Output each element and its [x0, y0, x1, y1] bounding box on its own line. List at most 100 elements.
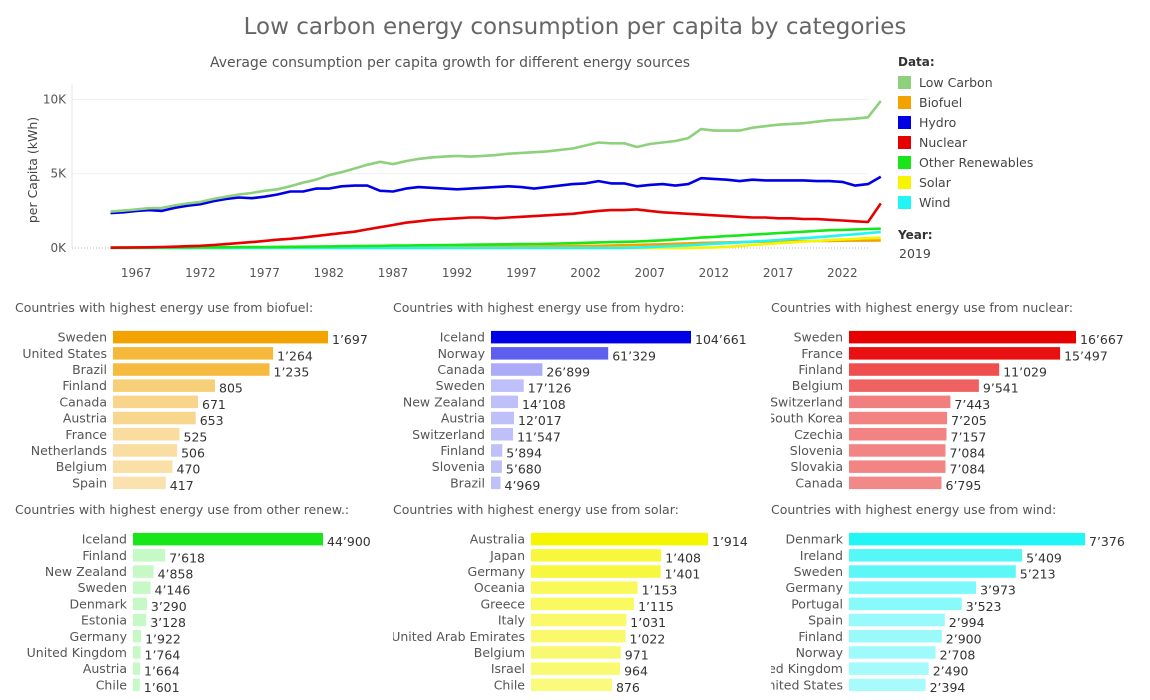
category-label: Germany — [786, 580, 844, 595]
bar-panel-wind: Countries with highest energy use from w… — [771, 502, 1149, 692]
bar-finland — [849, 630, 942, 643]
series-line-nuclear — [110, 202, 882, 249]
category-label: Denmark — [70, 596, 128, 611]
bar-denmark — [849, 532, 1085, 546]
category-label: Austria — [441, 411, 485, 426]
bar-brazil — [491, 476, 501, 490]
value-label: 5’680 — [506, 462, 542, 477]
category-label: Canada — [795, 475, 843, 490]
bar-panel-title: Countries with highest energy use from s… — [393, 502, 679, 517]
category-label: Sweden — [436, 378, 485, 393]
value-label: 7’157 — [951, 429, 987, 444]
category-label: Greece — [481, 596, 526, 611]
category-label: United Arab Emirates — [393, 629, 525, 644]
category-label: Slovakia — [791, 459, 843, 474]
category-label: United States — [771, 677, 843, 692]
value-label: 5’894 — [506, 446, 542, 461]
bar-sweden — [849, 565, 1016, 578]
legend-swatch — [898, 175, 911, 189]
year-filter-value[interactable]: 2019 — [899, 246, 931, 261]
bar-panel-solar: Countries with highest energy use from s… — [393, 502, 771, 692]
series-line-low-carbon — [110, 100, 882, 213]
bar-new-zealand — [491, 395, 518, 409]
series-line-hydro — [110, 175, 882, 215]
category-label: Finland — [798, 362, 843, 377]
value-label: 7’443 — [954, 397, 990, 412]
bar-chart-other-renewables: Iceland 44’900 Finland 7’618 New Zealand 4’85… — [27, 532, 371, 692]
legend-item-biofuel[interactable]: Biofuel — [898, 92, 1033, 112]
category-label: Austria — [83, 661, 127, 676]
legend-swatch — [898, 115, 911, 129]
bar-canada — [113, 395, 198, 409]
category-label: United States — [22, 346, 107, 361]
legend-swatch — [898, 135, 911, 149]
category-label: Belgium — [56, 459, 107, 474]
category-label: France — [65, 427, 107, 442]
y-tick-label: 0K — [50, 241, 67, 255]
y-axis-label: per Capita (kWh) — [25, 117, 40, 223]
bar-iceland — [133, 532, 323, 546]
x-tick-label: 1982 — [314, 266, 345, 280]
value-label: 104’661 — [695, 332, 747, 347]
value-label: 1’153 — [642, 583, 678, 598]
value-label: 1’764 — [145, 648, 181, 663]
category-label: Sweden — [794, 564, 843, 579]
bar-ireland — [849, 549, 1023, 562]
value-label: 2’708 — [940, 648, 976, 663]
bar-greece — [531, 597, 635, 611]
value-label: 805 — [219, 381, 243, 396]
value-label: 7’084 — [950, 462, 986, 477]
value-label: 971 — [625, 648, 649, 663]
legend-item-solar[interactable]: Solar — [898, 172, 1033, 192]
bar-united-states — [113, 347, 274, 360]
category-label: Estonia — [81, 613, 127, 628]
category-label: Ireland — [800, 548, 843, 563]
bar-germany — [849, 581, 977, 594]
bar-chart-nuclear: Sweden 16’667 France 15’497 Finland 11’029 Bel… — [771, 330, 1124, 490]
legend-label: Solar — [919, 174, 951, 190]
value-label: 2’900 — [946, 631, 982, 646]
bar-new-zealand — [133, 565, 154, 578]
value-label: 417 — [170, 478, 194, 490]
value-label: 1’235 — [274, 365, 310, 380]
line-chart-title: Average consumption per capita growth fo… — [209, 55, 691, 71]
legend-item-wind[interactable]: Wind — [898, 192, 1033, 212]
bar-finland — [849, 363, 1000, 376]
legend-swatch — [898, 155, 911, 169]
category-label: Netherlands — [31, 443, 107, 458]
category-label: Iceland — [82, 532, 127, 547]
bar-belgium — [849, 379, 979, 392]
bar-united-kingdom — [133, 646, 141, 659]
x-tick-label: 1992 — [442, 266, 473, 280]
value-label: 525 — [184, 429, 208, 444]
bar-sweden — [491, 379, 524, 392]
x-tick-label: 1997 — [506, 266, 537, 280]
category-label: Iceland — [440, 330, 485, 345]
legend-item-hydro[interactable]: Hydro — [898, 112, 1033, 132]
value-label: 11’029 — [1003, 365, 1047, 380]
bar-canada — [849, 476, 942, 490]
y-tick-label: 5K — [50, 167, 67, 181]
value-label: 671 — [202, 397, 226, 412]
category-label: Finland — [440, 443, 485, 458]
value-label: 6’795 — [946, 478, 982, 490]
year-filter[interactable]: Year: 2019 — [898, 228, 933, 261]
year-filter-label: Year: — [898, 228, 933, 242]
bar-slovenia — [491, 460, 502, 473]
bar-austria — [113, 411, 196, 425]
value-label: 7’376 — [1089, 534, 1125, 549]
legend-label: Low Carbon — [919, 74, 993, 90]
category-label: Oceania — [474, 580, 525, 595]
category-label: Japan — [489, 548, 525, 563]
legend-item-nuclear[interactable]: Nuclear — [898, 132, 1033, 152]
category-label: Belgium — [474, 645, 525, 660]
value-label: 2’994 — [949, 615, 985, 630]
bar-france — [849, 347, 1061, 360]
value-label: 1’031 — [630, 615, 666, 630]
value-label: 26’899 — [546, 365, 590, 380]
legend-item-other-renewables[interactable]: Other Renewables — [898, 152, 1033, 172]
y-tick-label: 10K — [43, 92, 67, 106]
x-tick-label: 1987 — [378, 266, 409, 280]
value-label: 4’858 — [158, 567, 194, 582]
legend-item-low-carbon[interactable]: Low Carbon — [898, 72, 1033, 92]
